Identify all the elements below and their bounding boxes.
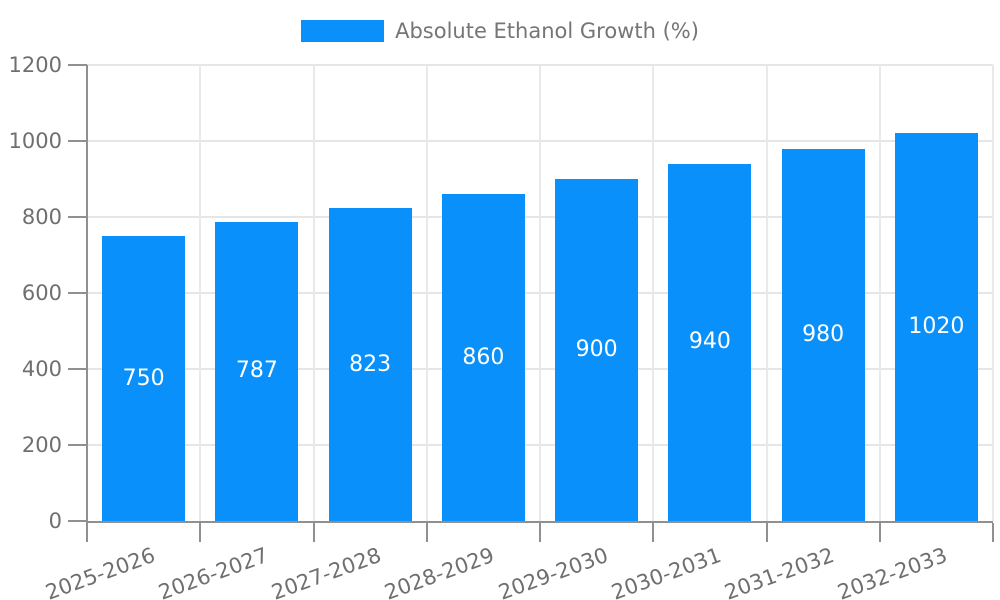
bar-value-label: 1020 [908,314,965,340]
x-axis-tick [86,523,88,542]
bar[interactable] [668,163,752,521]
y-tick-label: 600 [21,281,62,305]
gridline-vertical [425,65,428,521]
gridline-vertical [652,65,655,521]
y-axis-line [86,65,88,540]
x-axis-tick [539,523,541,542]
legend-label[interactable]: Absolute Ethanol Growth (%) [395,19,699,43]
y-axis-tick [68,292,87,294]
gridline-vertical [539,65,541,521]
y-axis-tick [68,444,87,446]
x-axis-tick [878,523,881,542]
bar-value-label: 940 [688,329,731,355]
bar[interactable] [441,194,525,521]
x-axis-tick [992,523,994,542]
y-tick-label: 1200 [8,53,62,77]
bar[interactable] [555,179,639,521]
y-tick-label: 200 [21,433,62,457]
x-axis-tick [199,523,202,542]
bar-value-label: 750 [122,365,165,391]
y-axis-tick [68,520,87,522]
gridline-vertical [878,65,881,521]
bar[interactable] [328,208,412,521]
bar-value-label: 900 [575,337,618,362]
x-axis-tick [765,523,768,542]
gridline-vertical [765,65,768,521]
y-tick-label: 0 [48,509,62,533]
bar[interactable] [894,133,978,521]
bar[interactable] [102,236,186,521]
y-tick-label: 400 [21,357,62,381]
bar-value-label: 980 [802,321,845,347]
y-tick-label: 800 [21,205,62,229]
bar[interactable] [781,148,865,521]
gridline-vertical [992,65,994,521]
legend[interactable]: Absolute Ethanol Growth (%) [0,19,1000,43]
bar-value-label: 860 [462,344,505,370]
gridline-vertical [312,65,315,521]
y-axis-tick [68,368,87,370]
x-axis-line [87,521,993,523]
legend-swatch[interactable] [301,20,385,42]
bar-value-label: 787 [235,358,278,384]
y-axis-tick [68,64,87,66]
bar-value-label: 823 [349,351,392,377]
x-axis-tick [425,523,428,542]
y-axis-tick [68,140,87,142]
x-axis-tick [652,523,655,542]
y-axis-tick [68,216,87,218]
gridline-vertical [199,65,202,521]
x-axis-tick [312,523,315,542]
bar[interactable] [215,221,299,521]
y-tick-label: 1000 [8,129,62,153]
